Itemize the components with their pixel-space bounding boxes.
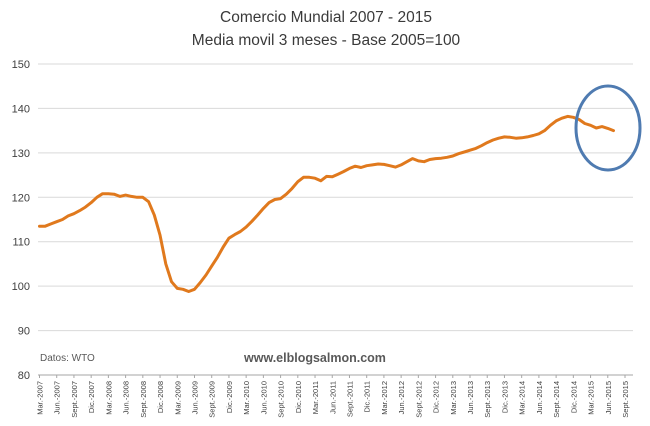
watermark-text: www.elblogsalmon.com [243,351,386,365]
chart-title: Comercio Mundial 2007 - 2015 [220,9,432,26]
x-tick-label: Mar.-2011 [311,381,320,414]
y-tick-label: 150 [12,59,30,71]
series-layer [38,114,615,293]
series-line [38,114,615,293]
x-tick-label: Mar.-2008 [104,381,113,415]
y-tick-label: 130 [12,148,30,160]
x-tick-label: Sept.-2012 [414,381,423,418]
x-tick-label: Dic.-2008 [156,381,165,413]
x-tick-label: Mar.-2015 [587,381,596,415]
x-tick-label: Sept.-2010 [277,381,286,418]
x-tick-label: Sept.-2009 [208,381,217,418]
x-tick-label: Sept.-2008 [139,381,148,418]
y-tick-label: 100 [12,281,30,293]
x-tick-label: Mar.-2014 [518,381,527,415]
y-tick-label: 110 [12,237,30,249]
chart-subtitle: Media movil 3 meses - Base 2005=100 [192,32,461,49]
x-tick-label: Dic.-2014 [569,381,578,413]
x-tick-label: Dic.-2012 [432,381,441,413]
x-tick-label: Sept.-2013 [483,381,492,418]
x-tick-label: Jun.-2015 [604,381,613,414]
x-tick-label: Sept.-2007 [70,381,79,418]
x-tick-label: Sept.-2014 [552,381,561,418]
x-tick-label: Dic.-2007 [87,381,96,413]
x-tick-label: Jun.-2014 [535,381,544,414]
x-tick-label: Dic.-2010 [294,381,303,413]
y-tick-label: 120 [12,192,30,204]
highlight-ellipse [574,84,642,172]
x-tick-label: Jun.-2011 [328,381,337,414]
y-tick-label: 80 [18,370,30,382]
source-note: Datos: WTO [40,353,95,364]
x-tick-label: Jun.-2010 [259,381,268,414]
x-tick-label: Mar.-2013 [449,381,458,415]
x-tick-label: Jun.-2007 [53,381,62,414]
x-tick-label: Dic.-2009 [225,381,234,413]
x-tick-label: Mar.-2009 [173,381,182,415]
y-tick-label: 140 [12,103,30,115]
x-tick-label: Mar.-2007 [36,381,45,415]
x-tick-label: Mar.-2010 [242,381,251,415]
x-tick-label: Jun.-2013 [466,381,475,414]
x-tick-label: Dic.-2013 [500,381,509,413]
gridlines [38,63,633,376]
x-axis-ticks: Mar.-2007 Jun.-2007 Sept.-2007 Dic.-2007 Mar… [36,375,630,418]
x-tick-label: Sept.-2011 [345,381,354,417]
y-tick-label: 90 [18,326,30,338]
y-axis-ticks: 80 90 100 110 120 130 140 150 [12,59,30,382]
x-tick-label: Jun.-2009 [190,381,199,414]
x-tick-label: Dic.-2011 [363,381,372,413]
x-tick-label: Jun.-2008 [122,381,131,414]
x-tick-label: Mar.-2012 [380,381,389,415]
x-tick-label: Jun.-2012 [397,381,406,414]
x-tick-label: Sept.-2015 [621,381,630,418]
